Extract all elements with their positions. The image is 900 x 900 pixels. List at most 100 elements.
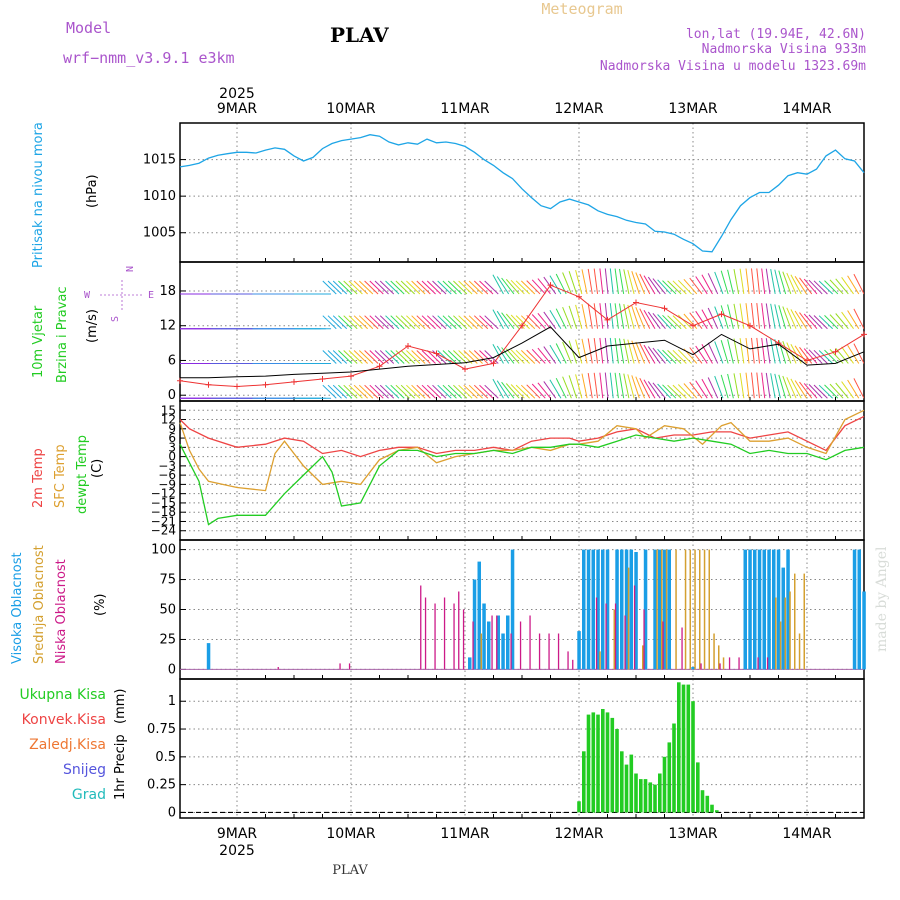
wind-barb [568,340,578,364]
wind-barb [609,372,614,399]
cloud-mid-bar [599,651,601,670]
wind-barb [720,270,729,295]
wind-barb [818,350,833,364]
cloud-mid-bar [708,549,710,670]
y-tick-label: −12 [151,487,176,501]
wind-barb [458,280,473,295]
wind-barb [505,348,520,364]
wind-barb [369,384,384,399]
gust-marker [718,311,725,318]
wind-barb [496,345,510,364]
precip-bar [696,762,700,813]
wind-barb [385,384,400,399]
wind-barb [353,350,368,364]
year-label-bottom: 2025 [219,843,255,859]
wind-barb [537,347,551,364]
wind-barb [647,276,661,295]
wind-unit: (m/s) [85,309,100,343]
model-name: wrf−nmm_v3.9.1 e3km [63,49,235,67]
cloud-high-bar [748,549,752,670]
wind-barb [733,338,740,364]
wind-barb [581,373,588,399]
wind-barb [765,268,771,295]
precip-bar [686,684,691,813]
wind-barb [770,303,776,329]
wind-barb [761,372,766,399]
wind-barb [492,309,504,329]
cloud-low-bar [424,597,427,670]
wind-barb [453,315,468,330]
wind-barb [358,280,374,295]
wind-barb [808,384,823,399]
wind-barb [751,268,755,295]
wind-barb [348,350,363,364]
cloud-low-bar [633,585,636,670]
cloud-high-bar [206,643,211,670]
cloud-low-bar [443,597,446,670]
wind-barb [627,374,635,399]
wind-barb [714,271,724,295]
cloud-mid-bar [784,597,786,670]
wind-barb [672,315,687,330]
wind-barb [369,350,384,364]
wind-barb [379,315,395,330]
x-tick-label-bottom: 12MAR [554,826,603,842]
wind-barb [745,303,750,329]
cloud-mid-bar [794,573,796,670]
wind-barb [515,384,530,399]
wind-barb [707,307,719,329]
wind-barb [683,383,698,399]
wind-barb [774,304,781,329]
wind-barb [520,350,536,364]
wind-barb [604,303,609,329]
wind-barb [543,346,557,364]
wind-barb [549,310,562,329]
wind-barb [701,378,713,399]
wind-barb [501,381,515,399]
wind-barb [756,303,760,329]
wind-barb [657,383,672,399]
wind-barb [426,350,442,364]
wind-barb [786,377,797,399]
wind-barb [667,350,682,364]
wind-barb [786,342,797,364]
cloud-low-bar [472,621,474,670]
wind-barb [426,280,442,295]
wind-barb [803,313,818,330]
cloud-mid-bar [661,549,663,670]
wind-barb [575,339,583,364]
wind-barb [683,313,698,330]
gust-marker [177,377,183,384]
gust-marker [804,357,810,364]
temp-subtitle: SFC Temp [53,444,68,508]
wind-barb [549,275,562,295]
precip-bar [662,756,667,813]
sfc-temp-line [179,409,865,492]
wind-barb [322,280,337,295]
wind-barb [824,349,839,364]
y-tick-label: 1010 [143,189,176,204]
legend-konvek: Konvek.Kisa [22,712,106,728]
wind-barb [395,384,410,399]
y-tick-label: −9 [158,477,176,491]
wind-barb [604,268,609,295]
cloud-mid-bar [689,549,691,670]
gust-marker [490,360,497,367]
footer-station: PLAV [332,863,368,878]
wind-barb [364,384,379,399]
cloud-high-bar [468,657,472,670]
cloud-high-bar [510,549,515,670]
precip-bar [610,717,615,813]
gust-marker [433,350,440,357]
wind-barb [332,315,348,330]
wind-barb [400,384,415,399]
y-tick-label: −6 [158,468,176,482]
wind-barb [794,276,807,295]
y-tick-label: 18 [159,284,176,299]
wind-barb [421,384,436,399]
wind-barb [643,275,656,295]
wind-barb [581,338,588,364]
wind-barb [799,312,813,330]
wind-barb [463,280,478,295]
wind-barb [549,344,562,364]
